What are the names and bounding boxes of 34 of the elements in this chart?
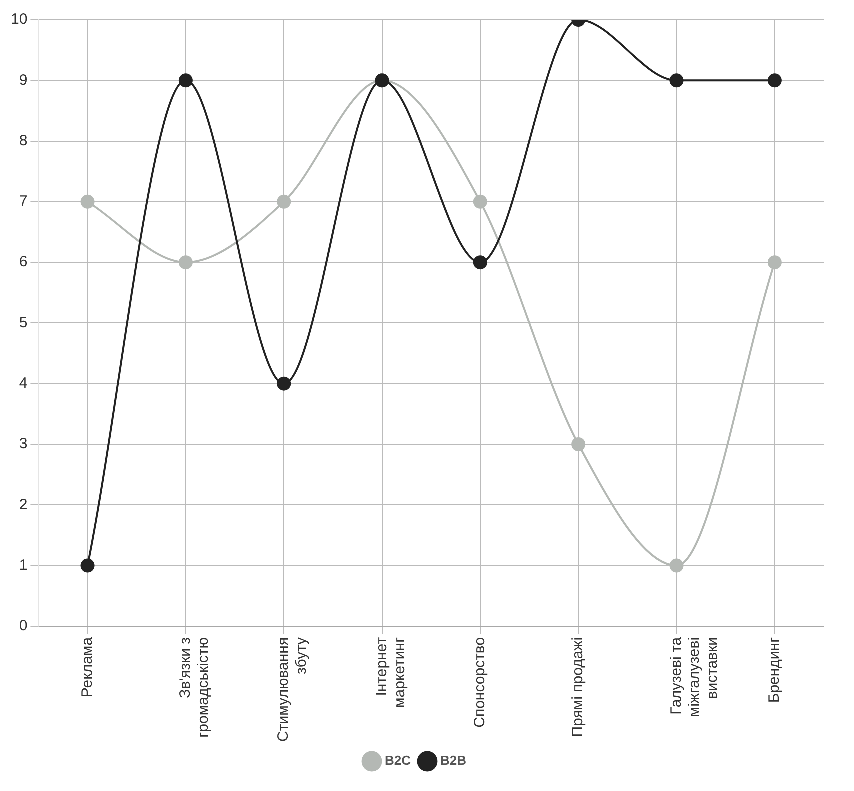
legend-label: B2B [440,753,467,768]
point [572,438,586,452]
x-tick-label: Стимулювання збуту [275,636,310,742]
point [768,256,782,270]
point [670,558,684,573]
y-tick-label: 6 [19,254,28,271]
x-tick-label: Брендинг [766,636,784,704]
point [178,74,193,88]
y-tick-label: 10 [10,11,28,28]
y-tick-label: 0 [19,618,28,635]
x-tick-label: Спонсорство [472,637,489,728]
point [670,74,684,88]
y-tick-label: 8 [19,132,28,150]
y-tick-label: 4 [19,375,28,392]
x-tick-label: Прямі продажі [570,637,587,738]
y-tick-label: 2 [19,496,28,514]
point [768,74,782,88]
point [473,256,488,270]
point [473,194,488,209]
y-tick-label: 3 [19,436,28,453]
point [277,194,292,209]
y-tick-label: 9 [19,72,28,89]
point [80,194,95,209]
x-tick-label: Галузеві та міжгалузеві виставки [668,636,721,718]
x-tick-label: Інтернет маркетинг [373,636,408,708]
x-tick-label: Реклама [78,636,96,698]
point [277,376,292,391]
y-tick-label: 1 [19,556,28,574]
x-tick-label: Зв'язки з громадськістю [177,637,212,738]
y-tick-label: 5 [19,314,28,332]
legend-label: B2C [384,753,412,768]
point [178,256,193,270]
point [80,558,95,573]
y-tick-label: 7 [19,193,28,210]
